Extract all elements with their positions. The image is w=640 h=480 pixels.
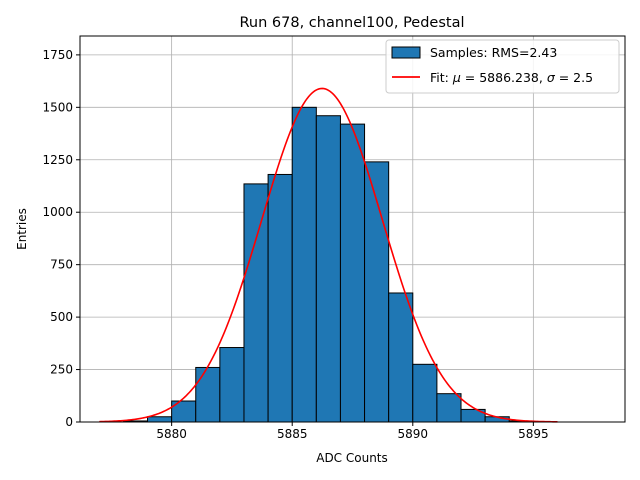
y-tick-label: 1000	[42, 205, 73, 219]
x-axis-label: ADC Counts	[316, 451, 388, 465]
legend-samples-label: Samples: RMS=2.43	[430, 45, 557, 60]
legend-box	[385, 39, 620, 94]
histogram-bar	[339, 123, 366, 423]
y-tick-label: 250	[50, 363, 73, 377]
x-axis-ticks: 5880 5885 5890 5895	[156, 422, 549, 441]
legend-fit-mu-value: = 5886.238,	[461, 70, 547, 85]
histogram-bar	[267, 173, 293, 423]
plot-frame	[79, 35, 626, 423]
legend-samples-swatch	[391, 46, 421, 59]
y-axis-ticks: 0 250 500 750 1000 1250 1500 1750	[42, 48, 80, 429]
x-tick-label: 5885	[277, 427, 308, 441]
y-axis-label: Entries	[15, 208, 29, 250]
legend-fit-prefix: Fit:	[430, 70, 453, 85]
y-tick-label: 500	[50, 310, 73, 324]
y-tick-label: 0	[65, 415, 73, 429]
chart-title: Run 678, channel100, Pedestal	[239, 15, 464, 31]
y-tick-label: 1250	[42, 153, 73, 167]
legend: Samples: RMS=2.43 Fit: μ = 5886.238, σ =…	[385, 39, 620, 94]
histogram-bar	[364, 161, 390, 423]
x-tick-label: 5890	[398, 427, 429, 441]
histogram-bar	[388, 292, 414, 423]
legend-fit-sigma-value: = 2.5	[555, 70, 593, 85]
histogram-bar	[436, 393, 462, 423]
legend-fit-mu-symbol: μ	[452, 70, 461, 85]
histogram-bar	[147, 416, 173, 423]
histogram-bar	[291, 106, 317, 423]
fit-curve-line	[99, 87, 558, 423]
y-tick-label: 750	[50, 258, 73, 272]
y-tick-label: 1500	[42, 100, 73, 114]
histogram-bar	[219, 347, 245, 423]
histogram-bar	[243, 183, 269, 423]
histogram-bar	[412, 363, 438, 423]
histogram-bar	[315, 115, 341, 423]
histogram-bars	[122, 106, 534, 423]
legend-fit-sigma-symbol: σ	[547, 70, 556, 85]
legend-fit-label: Fit: μ = 5886.238, σ = 2.5	[430, 70, 593, 85]
histogram-bar	[195, 366, 221, 423]
x-tick-label: 5880	[156, 427, 187, 441]
x-tick-label: 5895	[518, 427, 549, 441]
y-tick-label: 1750	[42, 48, 73, 62]
